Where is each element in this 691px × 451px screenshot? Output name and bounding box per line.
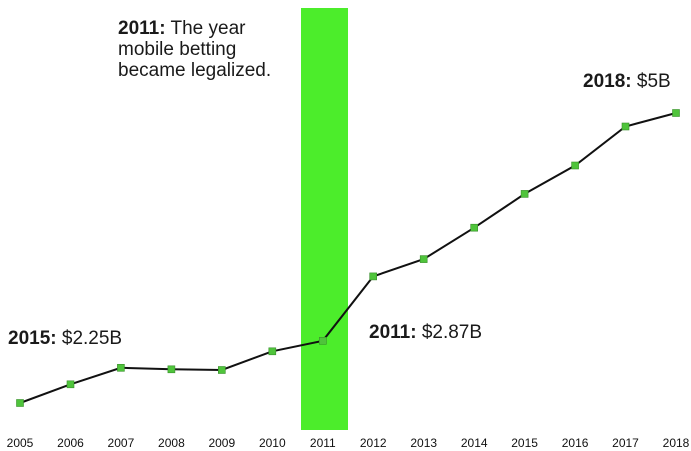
x-tick-2013: 2013	[410, 436, 437, 450]
data-point-2018	[672, 109, 680, 117]
annotation-end-value: 2018: $5B	[583, 71, 671, 92]
annotation-start-value: 2015: $2.25B	[8, 328, 122, 349]
annotation-mid-text: $2.87B	[421, 322, 483, 343]
x-tick-2006: 2006	[57, 436, 84, 450]
x-axis-tick-labels: 2005 2006 2007 2008 2009 2010 2011 2012 2013 2014…	[7, 436, 690, 450]
annotation-highlight-line2: mobile betting	[118, 39, 237, 60]
x-tick-2012: 2012	[360, 436, 387, 450]
annotation-start-text: $2.25B	[61, 328, 123, 349]
annotation-highlight-2011: 2011: The year mobile betting became leg…	[118, 18, 271, 81]
highlight-band-2011	[301, 8, 348, 430]
data-point-2009	[218, 366, 226, 374]
x-tick-2008: 2008	[158, 436, 185, 450]
x-tick-2016: 2016	[562, 436, 589, 450]
data-point-2005	[16, 399, 24, 407]
data-point-2015	[520, 190, 529, 198]
data-point-2010	[268, 347, 277, 356]
data-point-2017	[621, 122, 630, 131]
x-tick-2011: 2011	[310, 436, 336, 450]
data-point-2013	[419, 255, 428, 263]
x-tick-2007: 2007	[108, 436, 135, 450]
x-tick-2014: 2014	[461, 436, 488, 450]
data-point-2006	[66, 380, 75, 389]
data-point-2012	[369, 272, 378, 281]
series-line	[19, 112, 677, 404]
x-tick-2015: 2015	[511, 436, 538, 450]
annotation-end-bold: 2018:	[583, 71, 632, 92]
data-point-2008	[167, 365, 176, 374]
annotation-highlight-text: The year	[170, 18, 246, 39]
annotation-mid-bold: 2011:	[369, 322, 417, 343]
x-tick-2005: 2005	[7, 436, 34, 450]
x-tick-2018: 2018	[663, 436, 690, 450]
x-tick-2010: 2010	[259, 436, 286, 450]
x-tick-2009: 2009	[208, 436, 235, 450]
data-point-2014	[470, 223, 479, 232]
annotation-start-bold: 2015:	[8, 328, 57, 349]
annotation-mid-value: 2011: $2.87B	[369, 322, 482, 343]
annotation-highlight-bold: 2011:	[118, 18, 166, 39]
data-point-2007	[117, 363, 125, 372]
data-point-2016	[571, 161, 579, 170]
data-point-2011	[318, 336, 327, 345]
x-tick-2017: 2017	[612, 436, 639, 450]
series-markers	[16, 109, 680, 407]
annotation-end-text: $5B	[636, 71, 671, 92]
annotation-highlight-line3: became legalized.	[118, 60, 272, 81]
